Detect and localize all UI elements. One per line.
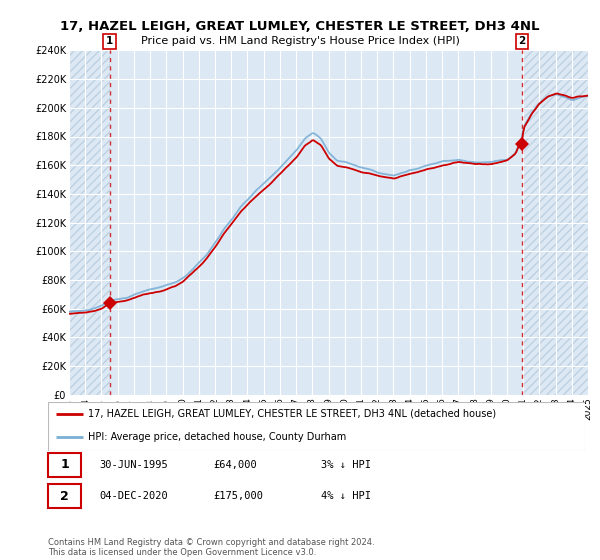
Text: £175,000: £175,000 — [213, 491, 263, 501]
Text: HPI: Average price, detached house, County Durham: HPI: Average price, detached house, Coun… — [88, 432, 347, 442]
Text: 04-DEC-2020: 04-DEC-2020 — [99, 491, 168, 501]
Text: 30-JUN-1995: 30-JUN-1995 — [99, 460, 168, 470]
Bar — [522, 50, 588, 395]
Text: 2: 2 — [60, 489, 69, 503]
Text: Contains HM Land Registry data © Crown copyright and database right 2024.
This d: Contains HM Land Registry data © Crown c… — [48, 538, 374, 557]
Text: 4% ↓ HPI: 4% ↓ HPI — [321, 491, 371, 501]
Text: 1: 1 — [60, 458, 69, 472]
Text: 17, HAZEL LEIGH, GREAT LUMLEY, CHESTER LE STREET, DH3 4NL (detached house): 17, HAZEL LEIGH, GREAT LUMLEY, CHESTER L… — [88, 409, 496, 419]
Text: 1: 1 — [106, 36, 113, 46]
Text: £64,000: £64,000 — [213, 460, 257, 470]
Text: 17, HAZEL LEIGH, GREAT LUMLEY, CHESTER LE STREET, DH3 4NL: 17, HAZEL LEIGH, GREAT LUMLEY, CHESTER L… — [60, 20, 540, 32]
Bar — [69, 50, 110, 395]
Text: 2: 2 — [518, 36, 526, 46]
Text: Price paid vs. HM Land Registry's House Price Index (HPI): Price paid vs. HM Land Registry's House … — [140, 36, 460, 46]
Text: 3% ↓ HPI: 3% ↓ HPI — [321, 460, 371, 470]
